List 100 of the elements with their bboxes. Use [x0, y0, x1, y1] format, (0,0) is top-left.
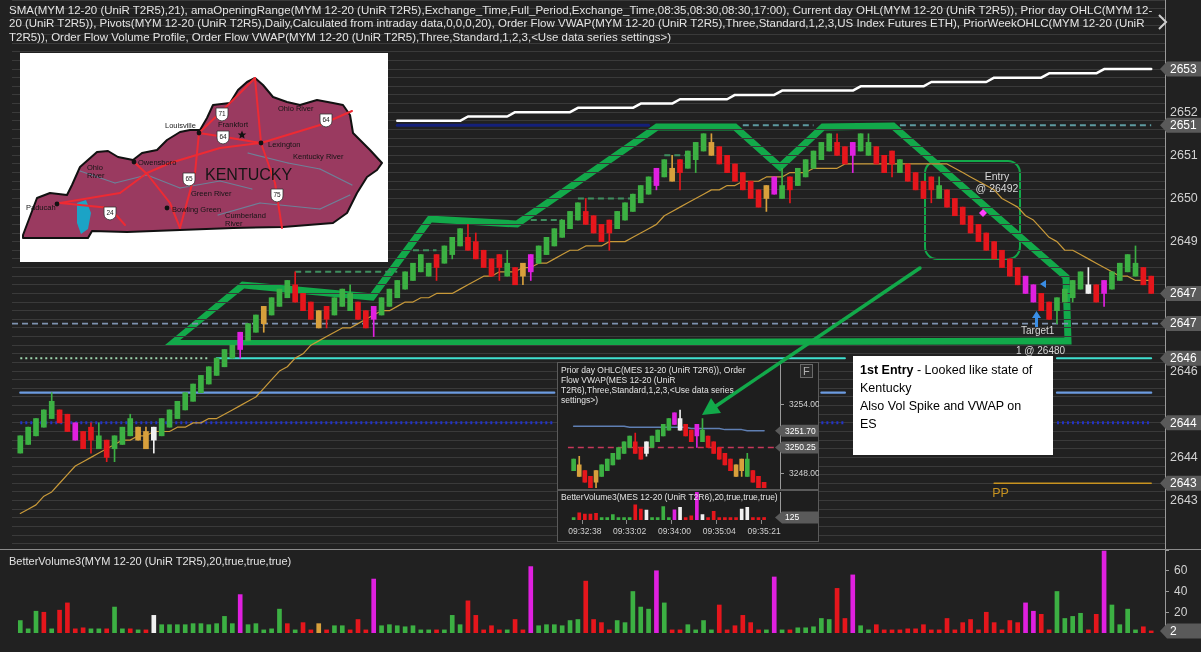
annotation: Kentucky: [860, 381, 912, 395]
bar: [874, 624, 879, 633]
bar: [594, 512, 598, 520]
bar: [449, 615, 455, 633]
bar: [80, 627, 86, 633]
bar: [606, 629, 612, 633]
bar: [928, 629, 934, 633]
bar: [371, 578, 377, 633]
bar: [182, 624, 188, 633]
text: 2: [1170, 623, 1177, 638]
bar: [1141, 626, 1146, 633]
bar: [811, 626, 816, 633]
bar: [206, 624, 212, 633]
bar: [655, 517, 660, 520]
x-tick-label: 09:33:02: [613, 526, 647, 537]
annotation: F: [800, 364, 813, 379]
bar: [583, 580, 589, 633]
bar: [756, 629, 761, 633]
bar: [683, 517, 688, 520]
bar: [17, 620, 23, 633]
bar: [418, 629, 424, 633]
y-tick-label: 20: [1174, 604, 1188, 619]
bar: [689, 515, 694, 520]
bar: [976, 629, 981, 633]
bar: [627, 517, 632, 520]
bar: [611, 514, 615, 520]
bar: [504, 629, 510, 633]
bar: [771, 576, 777, 633]
annotation: ES: [860, 417, 877, 431]
x-tick-label: 09:35:21: [747, 526, 781, 537]
bar: [1015, 622, 1021, 633]
y-tick-label: 2643: [1170, 492, 1198, 507]
bar: [740, 615, 746, 633]
bar: [1078, 612, 1083, 633]
bar: [120, 628, 125, 633]
bar: [65, 602, 70, 633]
bar: [528, 566, 534, 633]
y-tick-label: 2646: [1170, 363, 1198, 378]
y-tick-label: 2644: [1170, 449, 1198, 464]
y-tick-label: 2649: [1170, 234, 1198, 249]
bar: [764, 629, 769, 633]
bar: [222, 616, 227, 633]
bar: [57, 609, 62, 633]
bar: [324, 629, 329, 633]
series-label: PP: [992, 485, 1009, 500]
bar: [716, 604, 722, 633]
bar: [866, 629, 871, 633]
text: 2647: [1170, 286, 1198, 301]
bar: [913, 628, 918, 633]
bar: [599, 517, 604, 520]
bar: [559, 625, 565, 633]
bar: [292, 629, 298, 633]
bar: [577, 512, 582, 520]
x-tick-label: 09:32:38: [568, 526, 602, 537]
bar: [751, 517, 755, 520]
bar: [394, 625, 400, 633]
annotation: 1st Entry: [860, 363, 914, 377]
bar: [881, 629, 887, 633]
bar: [661, 506, 666, 520]
bar: [639, 508, 643, 520]
y-tick-label: 3254.00: [789, 398, 820, 409]
bar: [633, 504, 638, 520]
bar: [457, 624, 463, 633]
annotation: 125: [785, 512, 800, 523]
bar: [426, 629, 432, 633]
bar: [646, 608, 651, 633]
bar: [230, 623, 235, 633]
bar: [473, 615, 479, 633]
bar: [622, 517, 626, 520]
bar: [734, 517, 738, 520]
text: 2653: [1170, 61, 1198, 76]
bar: [410, 625, 416, 633]
bar: [72, 628, 78, 633]
bar: [544, 624, 549, 633]
bar: [591, 619, 596, 633]
annotation: Entry: [983, 170, 1011, 183]
bar: [1070, 616, 1075, 633]
bar: [49, 628, 55, 633]
bar: [638, 606, 644, 633]
bar: [127, 628, 133, 633]
bar: [434, 629, 439, 633]
bar: [1117, 624, 1123, 633]
bar: [104, 628, 110, 633]
bar: [826, 619, 832, 633]
bar: [960, 622, 966, 633]
bar: [269, 628, 274, 633]
bar: [112, 606, 117, 633]
bar: [732, 625, 738, 633]
bar: [1023, 602, 1028, 633]
bar: [650, 517, 654, 520]
bar: [678, 507, 682, 520]
bar: [667, 517, 671, 520]
bar: [858, 625, 863, 633]
bar: [214, 623, 219, 633]
bar: [654, 570, 659, 633]
annotation: - Looked like state of: [916, 363, 1033, 377]
bar: [1148, 630, 1154, 633]
y-tick-label: 2650: [1170, 190, 1198, 205]
bar: [583, 513, 587, 520]
bar: [1062, 618, 1068, 633]
